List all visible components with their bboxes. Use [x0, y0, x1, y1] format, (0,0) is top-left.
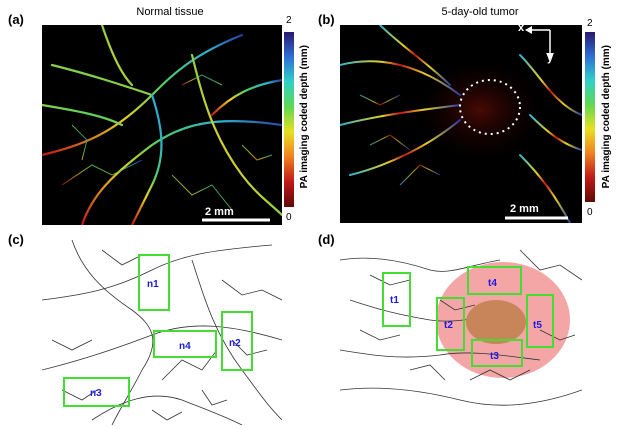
panel-a-scalebar-label: 2 mm [205, 206, 234, 218]
tumor-pa-image [340, 25, 582, 223]
panel-d-label: (d) [318, 232, 335, 247]
box-label-t2: t2 [444, 320, 453, 331]
colorbar-a-min: 0 [286, 212, 292, 223]
panel-b-title: 5-day-old tumor [441, 6, 519, 18]
colorbar-a-label: PA imaging coded depth (mm) [299, 45, 310, 189]
colorbar-b-label: PA imaging coded depth (mm) [601, 45, 612, 189]
box-label-t3: t3 [490, 351, 499, 362]
tumor-core [466, 300, 526, 344]
panel-b-label: (b) [318, 12, 335, 27]
box-label-n2: n2 [229, 338, 241, 349]
panel-b-scalebar-label: 2 mm [510, 203, 539, 215]
box-label-t4: t4 [488, 278, 497, 289]
colorbar-b-max: 2 [587, 18, 593, 29]
axis-y-label: y [547, 52, 554, 64]
box-label-n4: n4 [179, 341, 191, 352]
box-label-t5: t5 [533, 320, 542, 331]
panel-a-title: Normal tissue [136, 6, 204, 18]
colorbar-a-max: 2 [286, 15, 292, 26]
axis-x-label: x [518, 22, 525, 34]
panel-a-label: (a) [8, 12, 24, 27]
normal-tissue-pa-image [42, 25, 282, 225]
colorbar-b [585, 32, 595, 202]
box-label-n3: n3 [90, 388, 102, 399]
panel-c-label: (c) [8, 232, 24, 247]
box-label-t1: t1 [390, 295, 399, 306]
colorbar-a [284, 32, 294, 207]
tumor-vessel-tracing: t1 t2 t3 t4 t5 [340, 249, 582, 406]
normal-vessel-tracing: n1 n2 n3 n4 [42, 240, 282, 425]
colorbar-b-min: 0 [587, 207, 593, 218]
box-label-n1: n1 [147, 279, 159, 290]
